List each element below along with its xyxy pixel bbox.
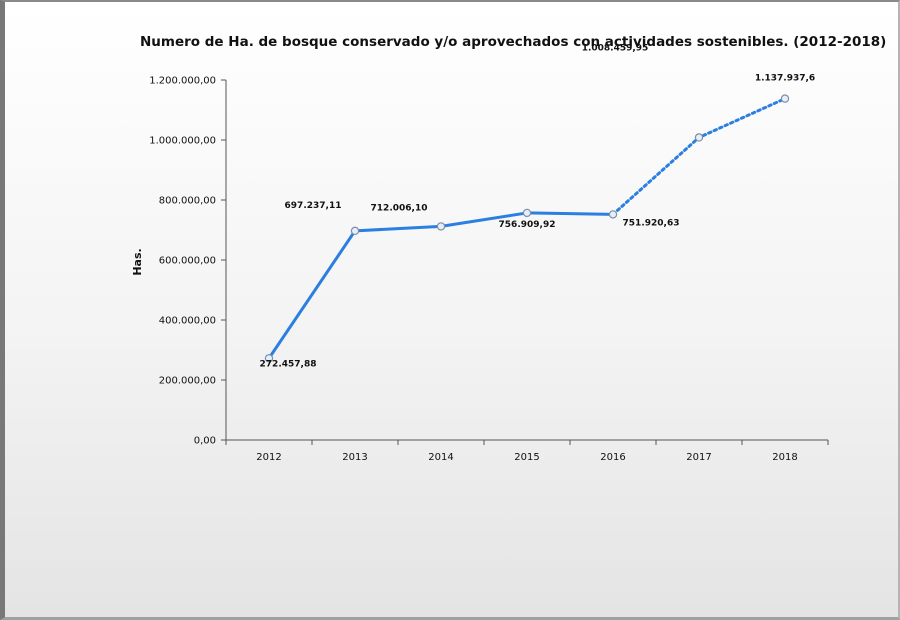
data-label-2014: 712.006,10 [371, 203, 428, 213]
x-tick-label: 2016 [600, 452, 625, 463]
y-tick-label: 600.000,00 [159, 256, 216, 267]
series-line-solid [267, 211, 614, 360]
data-point-2012 [264, 354, 274, 363]
data-labels: 272.457,88 697.237,11 712.006,10 756.909,92… [260, 43, 816, 369]
y-axis-label: Has. [131, 248, 144, 275]
y-tick-label: 200.000,00 [159, 376, 216, 387]
x-tick-label: 2013 [342, 452, 367, 463]
x-tick-label: 2015 [514, 452, 539, 463]
series-line-dotted [611, 97, 787, 216]
data-label-2012: 272.457,88 [260, 359, 317, 369]
axes: 0,00 200.000,00 400.000,00 600.000,00 800.00… [149, 76, 829, 463]
data-label-2013: 697.237,11 [285, 201, 342, 211]
x-tick-label: 2012 [256, 452, 281, 463]
x-tick-label: 2014 [428, 452, 453, 463]
x-tick-label: 2017 [686, 452, 711, 463]
data-point-2014 [436, 222, 446, 231]
data-point-2015 [522, 208, 532, 218]
data-label-2018: 1.137.937,6 [755, 74, 815, 84]
data-point-2018 [780, 94, 790, 103]
y-tick-label: 400.000,00 [159, 316, 216, 327]
y-tick-label: 1.200.000,00 [149, 76, 216, 87]
x-tick-label: 2018 [772, 452, 797, 463]
y-tick-label: 800.000,00 [159, 196, 216, 207]
data-label-2016: 751.920,63 [623, 218, 680, 228]
data-point-2013 [350, 226, 360, 236]
data-points [264, 94, 790, 363]
data-label-2015: 756.909,92 [499, 220, 556, 230]
data-point-2016 [608, 210, 618, 219]
y-tick-label: 0,00 [194, 436, 216, 447]
y-tick-label: 1.000.000,00 [149, 136, 216, 147]
data-label-2017: 1.008.459,95 [582, 43, 649, 53]
data-point-2017 [694, 133, 704, 142]
chart-title: Numero de Ha. de bosque conservado y/o a… [140, 34, 887, 50]
